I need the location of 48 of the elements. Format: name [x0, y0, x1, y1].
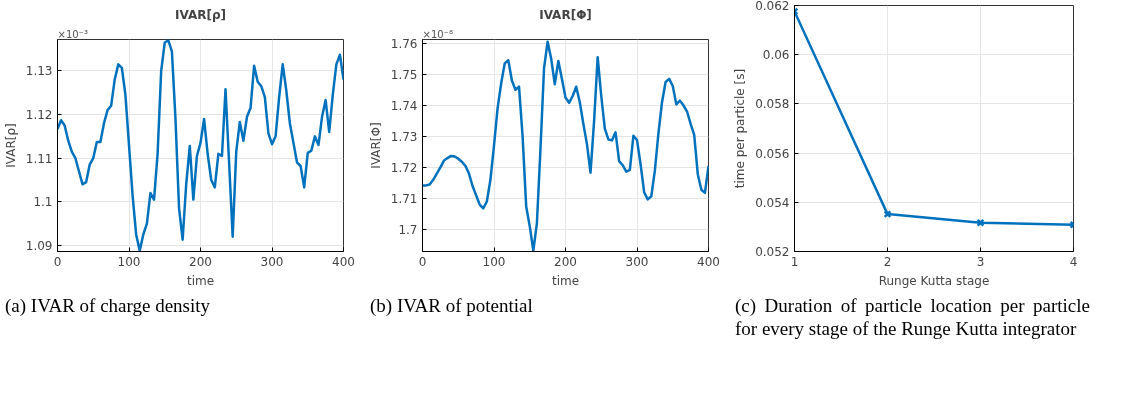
y-tick-label: 1.12	[25, 108, 53, 123]
y-tick-label: 0.054	[755, 195, 790, 210]
y-tick-label: 0.062	[755, 0, 790, 13]
chart-title: IVAR[ρ]	[174, 7, 227, 22]
text: (b) IVAR of potential	[370, 295, 533, 318]
y-tick-label: 0.052	[755, 245, 790, 259]
text: (a) IVAR of charge density	[5, 295, 211, 318]
annotation: ×10⁻³	[57, 28, 88, 40]
x-axis-title: time	[186, 273, 215, 288]
point	[883, 210, 892, 219]
y-axis-title: IVAR[ρ]	[3, 123, 18, 168]
y-axis-title: IVAR[Φ]	[368, 122, 383, 169]
chart-title: IVAR[Φ]	[539, 7, 592, 22]
x-axis-title: Runge Kutta stage	[878, 273, 990, 288]
x-tick-label: 400	[697, 254, 720, 269]
y-tick-label: 1.75	[390, 67, 418, 82]
x-tick-label: 300	[260, 254, 284, 269]
y-tick-label: 0.06	[762, 48, 790, 63]
x-tick-label: 1	[790, 254, 799, 269]
x-tick-label: 2	[883, 254, 892, 269]
x-tick-label: 0	[418, 254, 427, 269]
text: (c) Duration of particle location per particle for every stage of the Runge Kutta integrator	[735, 295, 1090, 341]
y-tick-label: 1.13	[25, 64, 53, 79]
y-tick-label: 1.73	[390, 129, 418, 144]
y-tick-label: 1.72	[390, 160, 418, 175]
x-tick-label: 200	[554, 254, 577, 269]
line-series	[57, 39, 344, 252]
x-tick-label: 0	[53, 254, 62, 269]
y-tick-label: 1.71	[390, 191, 418, 206]
y-tick-label: 0.056	[755, 146, 790, 161]
x-tick-label: 4	[1069, 254, 1078, 269]
x-axis-title: time	[551, 273, 580, 288]
y-tick-label: 1.1	[33, 195, 53, 210]
x-tick-label: 100	[482, 254, 506, 269]
x-tick-label: 100	[117, 254, 141, 269]
y-tick-label: 1.09	[25, 238, 53, 253]
x-tick-label: 400	[332, 254, 355, 269]
y-tick-label: 1.7	[398, 222, 418, 237]
y-tick-label: 1.76	[390, 36, 418, 51]
y-tick-label: 1.74	[390, 98, 418, 113]
x-tick-label: 300	[625, 254, 649, 269]
y-tick-label: 1.11	[25, 151, 53, 166]
x-tick-label: 3	[976, 254, 985, 269]
line-series	[422, 40, 709, 252]
x-tick-label: 200	[189, 254, 212, 269]
text: ×10⁻⁸	[422, 28, 453, 40]
y-axis-title: time per particle [s]	[733, 68, 748, 189]
y-tick-label: 0.058	[755, 97, 790, 112]
